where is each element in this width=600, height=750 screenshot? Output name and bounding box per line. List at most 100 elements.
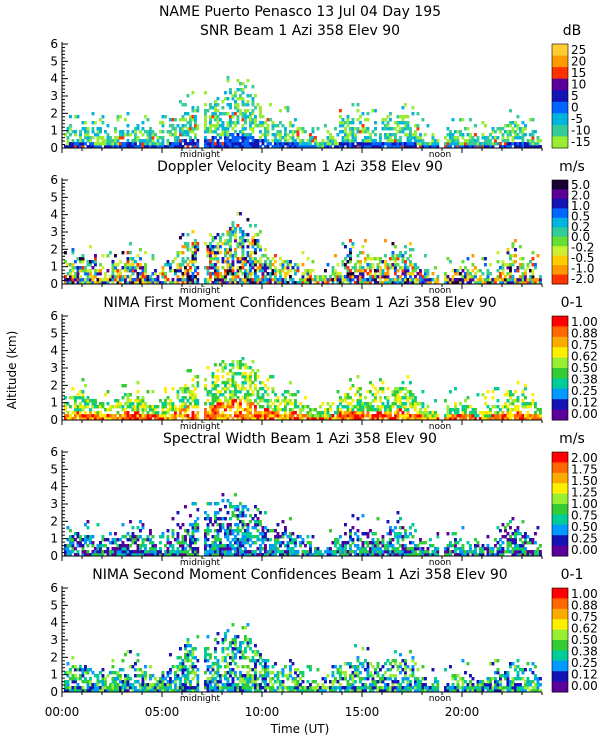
heatmap-cell: [286, 269, 290, 273]
y-tick-label: 6: [50, 37, 58, 51]
heatmap-cell: [531, 275, 535, 279]
heatmap-cell: [301, 272, 305, 276]
heatmap-cell: [76, 145, 80, 149]
heatmap-cell: [254, 535, 257, 539]
heatmap-cell: [494, 136, 497, 140]
heatmap-cell: [346, 136, 350, 140]
heatmap-cell: [99, 405, 102, 409]
heatmap-cell: [284, 278, 287, 282]
colorbar-swatch: [552, 78, 568, 91]
heatmap-cell: [454, 281, 457, 285]
heatmap-cell: [129, 251, 132, 255]
heatmap-cell: [84, 127, 87, 131]
heatmap-cell: [111, 275, 115, 279]
heatmap-cell: [186, 145, 190, 149]
heatmap-cell: [74, 668, 77, 672]
heatmap-cell: [214, 236, 217, 240]
heatmap-cell: [294, 118, 297, 122]
heatmap-cell: [416, 417, 420, 421]
heatmap-cell: [94, 133, 97, 137]
heatmap-cell: [126, 393, 130, 397]
heatmap-cell: [209, 251, 212, 255]
heatmap-cell: [354, 414, 357, 418]
heatmap-cell: [146, 535, 150, 539]
heatmap-cell: [196, 411, 200, 415]
heatmap-cell: [539, 417, 542, 421]
heatmap-cell: [249, 127, 252, 131]
heatmap-cell: [281, 124, 285, 128]
heatmap-cell: [334, 417, 337, 421]
heatmap-cell: [351, 245, 355, 249]
heatmap-cell: [74, 278, 77, 282]
heatmap-cell: [271, 550, 275, 554]
heatmap-cell: [419, 411, 422, 415]
heatmap-cell: [254, 399, 257, 403]
heatmap-cell: [171, 544, 175, 548]
heatmap-cell: [204, 408, 207, 412]
heatmap-cell: [94, 269, 97, 273]
heatmap-cell: [411, 550, 415, 554]
heatmap-cell: [121, 523, 125, 527]
y-tick-label: 5: [50, 190, 58, 204]
heatmap-cell: [331, 550, 335, 554]
heatmap-cell: [436, 547, 440, 551]
heatmap-cell: [246, 218, 250, 222]
heatmap-cell: [424, 553, 427, 557]
heatmap-cell: [326, 414, 330, 418]
heatmap-cell: [524, 547, 527, 551]
heatmap-cell: [206, 526, 210, 530]
heatmap-cell: [79, 405, 82, 409]
heatmap-cell: [76, 677, 80, 681]
heatmap-cell: [251, 118, 255, 122]
heatmap-cell: [196, 242, 200, 246]
heatmap-cell: [219, 550, 222, 554]
heatmap-cell: [181, 272, 185, 276]
heatmap-cell: [214, 145, 217, 149]
heatmap-cell: [309, 414, 312, 418]
heatmap-cell: [69, 686, 72, 690]
heatmap-cell: [284, 532, 287, 536]
heatmap-cell: [189, 369, 192, 373]
heatmap-cell: [461, 417, 465, 421]
heatmap-cell: [361, 139, 365, 143]
heatmap-cell: [366, 281, 370, 285]
heatmap-cell: [216, 115, 220, 119]
heatmap-cell: [91, 136, 95, 140]
heatmap-cell: [299, 408, 302, 412]
heatmap-cell: [71, 251, 75, 255]
heatmap-cell: [186, 532, 190, 536]
heatmap-cell: [409, 248, 412, 252]
heatmap-cell: [389, 133, 392, 137]
heatmap-cell: [131, 408, 135, 412]
heatmap-cell: [284, 396, 287, 400]
heatmap-cell: [519, 130, 522, 134]
heatmap-cell: [86, 139, 90, 143]
heatmap-cell: [84, 553, 87, 557]
heatmap-cell: [71, 266, 75, 270]
heatmap-cell: [134, 535, 137, 539]
heatmap-cell: [91, 399, 95, 403]
heatmap-cell: [506, 124, 510, 128]
heatmap-cell: [216, 257, 220, 261]
heatmap-cell: [124, 118, 127, 122]
heatmap-cell: [324, 281, 327, 285]
heatmap-cell: [339, 109, 342, 113]
heatmap-cell: [86, 550, 90, 554]
heatmap-cell: [519, 547, 522, 551]
heatmap-cell: [74, 145, 77, 149]
heatmap-cell: [69, 671, 72, 675]
heatmap-cell: [344, 399, 347, 403]
heatmap-cell: [139, 266, 142, 270]
heatmap-cell: [226, 263, 230, 267]
heatmap-cell: [356, 254, 360, 258]
heatmap-cell: [334, 139, 337, 143]
heatmap-cell: [241, 133, 245, 137]
heatmap-cell: [221, 127, 225, 131]
heatmap-cell: [189, 124, 192, 128]
heatmap-cell: [71, 689, 75, 693]
heatmap-cell: [241, 357, 245, 361]
heatmap-cell: [309, 272, 312, 276]
heatmap-cell: [171, 402, 175, 406]
heatmap-cell: [179, 236, 182, 240]
heatmap-cell: [501, 139, 505, 143]
